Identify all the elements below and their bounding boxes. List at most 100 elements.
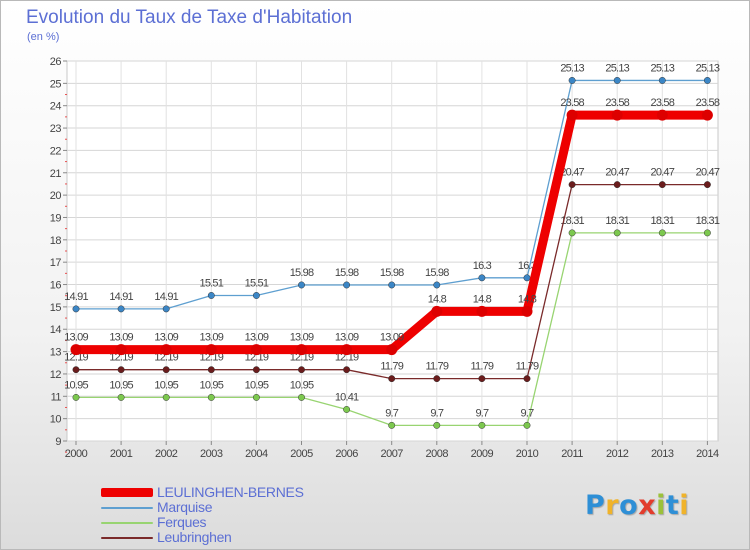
data-point — [613, 229, 621, 237]
x-tick-label: 2012 — [606, 448, 629, 460]
legend-item-leulinghen-bernes: LEULINGHEN-BERNES — [101, 485, 304, 500]
data-point — [117, 393, 125, 401]
data-point — [478, 274, 486, 282]
data-label: 25.13 — [696, 62, 720, 74]
data-point — [162, 366, 170, 374]
legend-label: LEULINGHEN-BERNES — [157, 484, 304, 500]
data-point — [72, 305, 80, 313]
y-tick-label: 25 — [50, 78, 62, 90]
data-label: 15.98 — [425, 267, 449, 279]
unit-label: (en %) — [27, 31, 60, 43]
y-tick-label: 21 — [50, 168, 62, 180]
x-tick-label: 2009 — [471, 448, 494, 460]
data-label: 18.31 — [651, 215, 675, 227]
data-label: 18.31 — [560, 215, 584, 227]
data-point — [478, 375, 486, 383]
legend-swatch — [101, 506, 153, 509]
data-label: 20.47 — [651, 167, 675, 179]
data-label: 14.8 — [518, 293, 537, 305]
data-point — [658, 229, 666, 237]
data-point — [433, 281, 441, 289]
data-point — [205, 344, 217, 356]
data-point — [160, 344, 172, 356]
x-tick-label: 2006 — [335, 448, 358, 460]
data-label: 11.79 — [380, 361, 403, 373]
data-label: 12.19 — [200, 352, 224, 364]
data-label: 15.51 — [200, 277, 224, 289]
y-tick-label: 20 — [50, 190, 62, 202]
data-label: 12.19 — [335, 352, 359, 364]
data-label: 10.95 — [245, 379, 269, 391]
data-point — [162, 393, 170, 401]
data-label: 12.19 — [64, 352, 88, 364]
y-tick-label: 14 — [50, 324, 62, 336]
logo-letter: i — [656, 490, 666, 521]
data-label: 14.8 — [473, 293, 492, 305]
x-tick-label: 2010 — [516, 448, 539, 460]
legend-swatch — [101, 488, 153, 497]
series-leubringhen: 12.19 12.19 12.19 12.19 12.19 12.19 12.19 11.79… — [64, 167, 721, 383]
data-point — [343, 281, 351, 289]
data-point — [566, 109, 578, 121]
data-label: 14.91 — [64, 291, 88, 303]
data-label: 15.51 — [245, 277, 269, 289]
data-point — [568, 181, 576, 189]
data-point — [252, 366, 260, 374]
data-point — [117, 366, 125, 374]
data-point — [117, 305, 125, 313]
data-label: 18.31 — [696, 215, 720, 227]
data-point — [296, 344, 307, 356]
legend: LEULINGHEN-BERNES Marquise Ferques Leubring… — [101, 485, 304, 545]
y-tick-label: 9 — [55, 436, 61, 448]
y-tick-label: 26 — [50, 56, 62, 68]
proxiti-logo: Proxiti — [585, 490, 689, 521]
data-label: 13.09 — [64, 332, 88, 344]
data-point — [207, 393, 215, 401]
x-tick-label: 2004 — [245, 448, 268, 460]
x-tick-label: 2007 — [380, 448, 403, 460]
data-point — [476, 305, 488, 317]
data-point — [656, 109, 668, 121]
data-point — [521, 305, 533, 317]
data-label: 15.98 — [335, 267, 359, 279]
data-point — [658, 76, 666, 84]
legend-swatch — [101, 536, 153, 539]
y-tick-label: 11 — [51, 391, 62, 403]
data-label: 10.95 — [290, 379, 314, 391]
data-point — [207, 366, 215, 374]
data-label: 13.09 — [290, 332, 314, 344]
x-tick-label: 2008 — [426, 448, 449, 460]
data-label: 10.41 — [335, 391, 359, 403]
data-label: 9.7 — [430, 407, 444, 419]
y-tick-label: 10 — [50, 414, 62, 426]
data-label: 12.19 — [154, 352, 178, 364]
x-tick-label: 2002 — [155, 448, 178, 460]
data-label: 14.91 — [154, 291, 178, 303]
data-point — [252, 292, 260, 299]
data-point — [343, 406, 351, 413]
data-point — [72, 393, 80, 401]
y-tick-label: 23 — [50, 123, 62, 135]
data-point — [298, 366, 305, 374]
data-label: 11.79 — [516, 361, 539, 373]
data-point — [252, 393, 260, 401]
data-label: 16.3 — [473, 260, 492, 272]
data-point — [703, 229, 711, 237]
data-label: 12.19 — [245, 352, 269, 364]
data-label: 11.79 — [425, 361, 448, 373]
data-point — [431, 305, 443, 317]
y-tick-label: 18 — [50, 235, 62, 247]
data-label: 23.58 — [696, 97, 720, 109]
x-tick-label: 2005 — [290, 448, 313, 460]
legend-item-marquise: Marquise — [101, 500, 304, 515]
y-tick-label: 15 — [50, 302, 62, 314]
data-point — [386, 344, 398, 356]
y-tick-label: 12 — [50, 369, 62, 381]
y-tick-label: 22 — [50, 145, 62, 157]
data-label: 20.47 — [605, 167, 629, 179]
data-label: 9.7 — [385, 407, 399, 419]
x-tick-label: 2001 — [110, 448, 133, 460]
data-label: 9.7 — [521, 407, 535, 419]
x-tick-label: 2000 — [65, 448, 88, 460]
